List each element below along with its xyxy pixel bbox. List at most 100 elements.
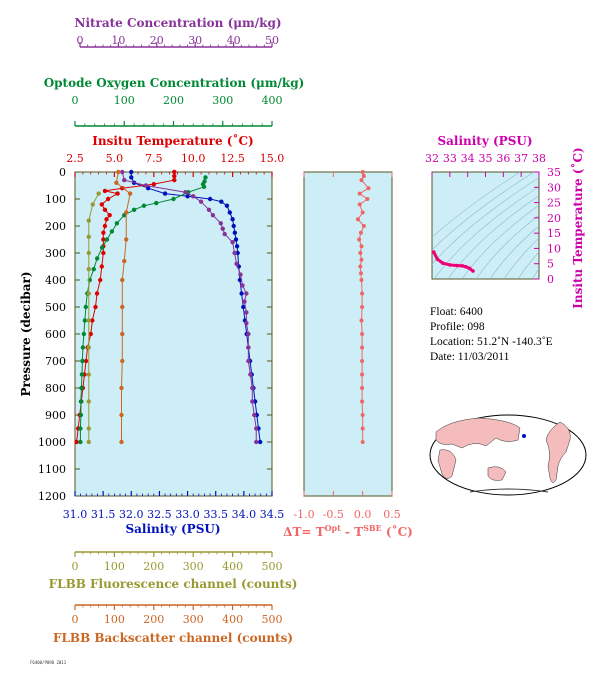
fluorescence-tick-label: 0: [72, 560, 79, 573]
flbb-backscatter-channel-counts-point: [124, 237, 129, 242]
optode-oxygen-concentration-m-kg-point: [201, 184, 207, 190]
ts-point: [435, 257, 440, 261]
flbb-backscatter-channel-counts-point: [119, 439, 124, 445]
nitrate-tick-label: 50: [265, 34, 279, 47]
oxygen-tick-label: 300: [212, 94, 233, 107]
backscatter-tick-label: 100: [104, 613, 125, 626]
flbb-backscatter-channel-counts-point: [120, 277, 125, 283]
flbb-backscatter-channel-counts-point: [122, 258, 127, 264]
flbb-backscatter-channel-counts-point: [127, 191, 133, 196]
backscatter-tick-label: 400: [222, 613, 243, 626]
insitu-temperature-c-point: [99, 264, 104, 269]
flbb-backscatter-channel-counts-point: [114, 180, 119, 185]
footer-id-text: F6400/P098 2011: [30, 660, 67, 665]
pressure-tick-label: 200: [45, 220, 66, 233]
delta-point: [358, 271, 363, 276]
pressure-tick-label: 600: [45, 328, 66, 341]
main-plot-area: [74, 171, 273, 497]
backscatter-tick-label: 200: [143, 613, 164, 626]
density-contour: [432, 172, 535, 251]
delta-point: [360, 210, 365, 215]
flbb-fluorescence-channel-counts-point: [86, 345, 91, 350]
optode-oxygen-concentration-m-kg-point: [80, 345, 86, 350]
ts-temperature-tick-label: 30: [547, 181, 561, 194]
delta-axis-label: ΔT= TOpt - TSBE (˚C): [283, 523, 413, 539]
salinity-psu-point: [129, 169, 134, 175]
delta-label-part-1: ΔT= T: [283, 525, 324, 539]
temperature-tick-label: 7.5: [145, 152, 163, 165]
nitrate-tick-label: 30: [188, 34, 202, 47]
delta-point: [359, 257, 364, 262]
insitu-temperature-c-point: [99, 202, 104, 207]
ts-temperature-axis-label: Insitu Temperature (˚C): [570, 147, 585, 308]
delta-tick-label: 0.0: [354, 508, 372, 521]
nitrate-axis-label: Nitrate Concentration (μm/kg): [74, 16, 281, 30]
delta-point: [360, 426, 365, 431]
float-info: Float: 6400 Profile: 098 Location: 51.2˚…: [430, 305, 553, 365]
ts-salinity-tick-label: 33: [443, 152, 457, 165]
delta-point: [359, 278, 364, 282]
optode-oxygen-concentration-m-kg-point: [171, 196, 176, 202]
flbb-backscatter-channel-counts-point: [120, 358, 125, 364]
optode-oxygen-concentration-m-kg-point: [104, 237, 110, 242]
oxygen-axis-label: Optode Oxygen Concentration (μm/kg): [44, 76, 305, 90]
pressure-tick-label: 800: [45, 382, 66, 395]
density-contour: [517, 251, 539, 279]
backscatter-tick-label: 300: [183, 613, 204, 626]
salinity-psu-point: [207, 196, 213, 202]
ts-point: [464, 264, 468, 269]
density-contour: [602, 172, 608, 279]
flbb-backscatter-channel-counts-point: [119, 385, 124, 391]
pressure-tick-label: 100: [45, 193, 66, 206]
salinity-psu-point: [129, 175, 134, 180]
fluorescence-tick-label: 100: [104, 560, 125, 573]
ts-point: [448, 263, 452, 267]
float-location-marker: [522, 434, 526, 438]
backscatter-axis-label: FLBB Backscatter channel (counts): [53, 631, 293, 645]
ts-salinity-tick-label: 38: [532, 152, 546, 165]
pressure-tick-label: 900: [45, 409, 66, 422]
ts-point: [460, 264, 465, 268]
ts-salinity-tick-label: 36: [496, 152, 510, 165]
delta-point: [360, 372, 365, 377]
nitrate-concentration-m-kg-point: [244, 321, 249, 326]
ts-salinity-tick-label: 34: [461, 152, 475, 165]
nitrate-concentration-m-kg-point: [238, 272, 243, 277]
salinity-tick-label: 34.5: [260, 508, 285, 521]
salinity-psu-point: [232, 230, 238, 235]
nitrate-concentration-m-kg-point: [230, 240, 235, 245]
density-contour: [588, 172, 608, 279]
fluorescence-tick-label: 300: [183, 560, 204, 573]
delta-point: [357, 202, 362, 207]
fluorescence-axis-label: FLBB Fluorescence channel (counts): [49, 577, 298, 591]
flbb-fluorescence-channel-counts-point: [86, 399, 91, 404]
map-land-eurasia: [435, 417, 521, 449]
density-contour: [503, 237, 539, 279]
delta-point: [359, 244, 364, 249]
delta-point: [360, 332, 365, 336]
delta-point: [358, 230, 363, 235]
flbb-backscatter-channel-counts-point: [124, 210, 129, 215]
ts-point: [455, 263, 459, 268]
flbb-fluorescence-channel-counts-point: [86, 267, 91, 272]
salinity-psu-point: [230, 217, 235, 222]
salinity-axis-label: Salinity (PSU): [125, 522, 220, 536]
temperature-tick-label: 15.0: [260, 152, 285, 165]
pressure-tick-label: 1100: [38, 463, 66, 476]
ts-point: [431, 250, 436, 254]
salinity-psu-point: [224, 203, 230, 208]
delta-label-part-4: SBE: [363, 523, 382, 533]
salinity-tick-label: 31.5: [91, 508, 116, 521]
delta-point: [365, 197, 370, 201]
nitrate-concentration-m-kg-point: [240, 283, 245, 288]
temperature-tick-label: 12.5: [220, 152, 245, 165]
insitu-temperature-c-point: [102, 207, 108, 212]
delta-point: [357, 191, 362, 196]
delta-point: [361, 224, 366, 228]
optode-oxygen-concentration-m-kg-point: [78, 399, 84, 404]
delta-label-part-5: (˚C): [382, 524, 413, 539]
ts-temperature-tick-label: 15: [547, 227, 561, 240]
ts-temperature-tick-label: 10: [547, 242, 561, 255]
flbb-backscatter-channel-counts-point: [120, 304, 125, 310]
nitrate-tick-label: 40: [227, 34, 241, 47]
